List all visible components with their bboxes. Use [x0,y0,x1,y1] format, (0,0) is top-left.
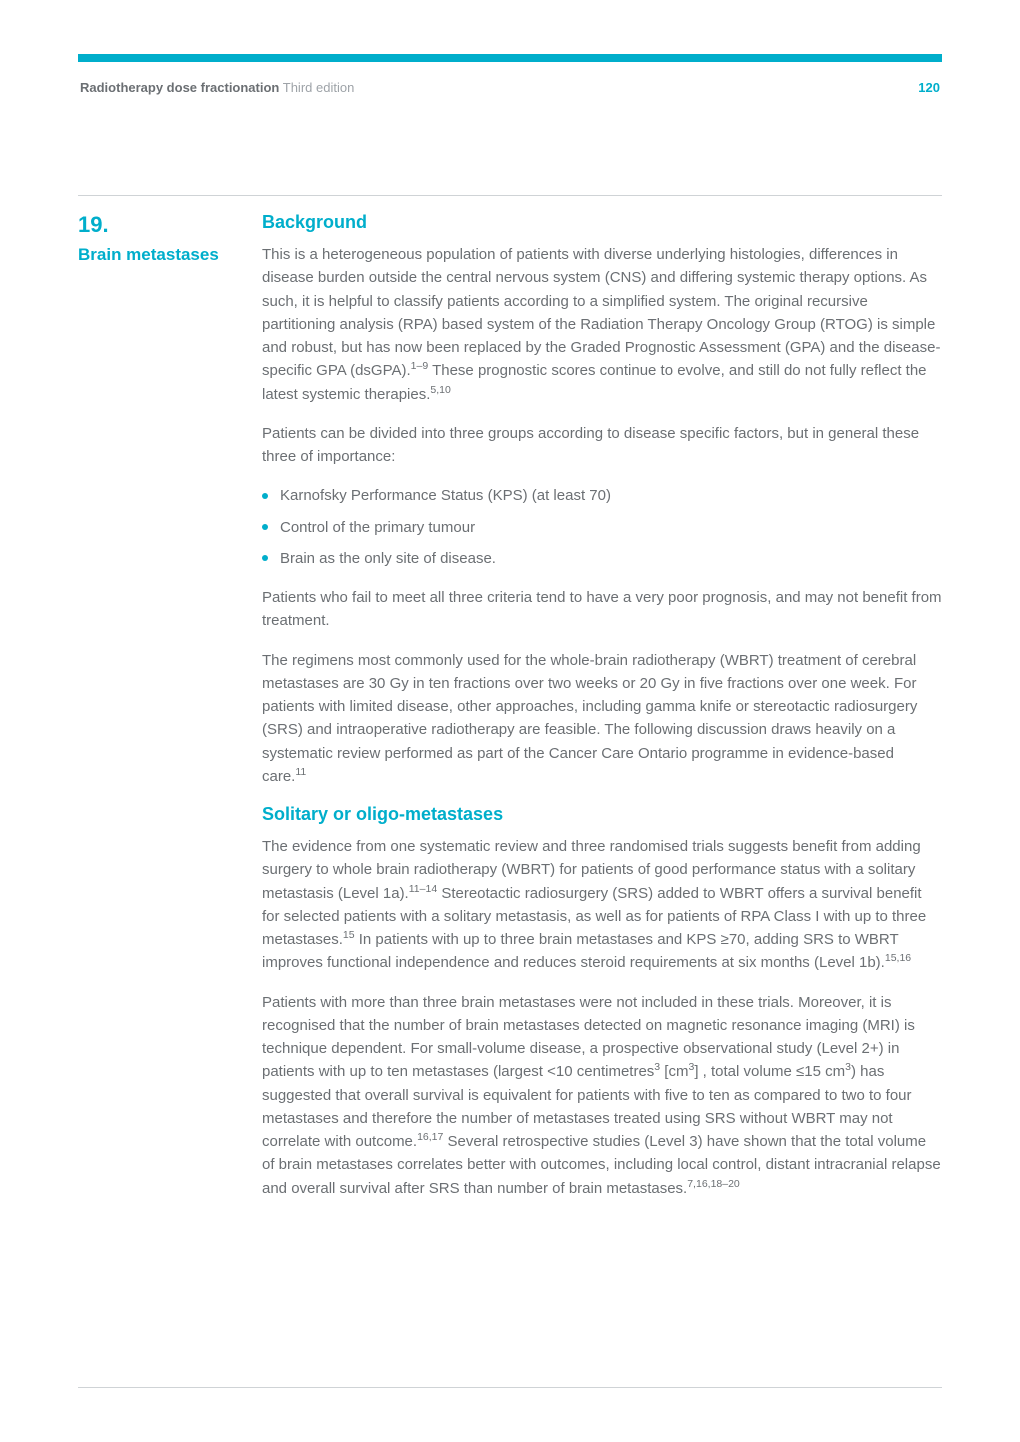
citation-sup: 1–9 [411,360,429,372]
sidebar: 19. Brain metastases [78,212,262,1216]
citation-sup: 5,10 [430,384,450,396]
text: ] , total volume ≤15 cm [694,1063,845,1080]
top-accent-bar [78,54,942,62]
background-para-1: This is a heterogeneous population of pa… [262,243,942,406]
list-item: Brain as the only site of disease. [262,547,942,570]
content-row: 19. Brain metastases Background This is … [78,212,942,1216]
background-para-4: The regimens most commonly used for the … [262,649,942,789]
citation-sup: 7,16,18–20 [687,1178,740,1190]
page-number: 120 [918,80,940,95]
list-item: Karnofsky Performance Status (KPS) (at l… [262,484,942,507]
bottom-rule [78,1387,942,1388]
solitary-para-1: The evidence from one systematic review … [262,835,942,975]
heading-background: Background [262,212,942,233]
top-rule [78,195,942,196]
list-item: Control of the primary tumour [262,516,942,539]
text: The regimens most commonly used for the … [262,652,917,785]
section-number: 19. [78,212,244,238]
running-head: Radiotherapy dose fractionation Third ed… [78,80,942,95]
running-head-title: Radiotherapy dose fractionation Third ed… [80,80,354,95]
citation-sup: 11 [295,766,306,778]
heading-solitary: Solitary or oligo-metastases [262,804,942,825]
background-bullet-list: Karnofsky Performance Status (KPS) (at l… [262,484,942,570]
text: This is a heterogeneous population of pa… [262,246,940,379]
citation-sup: 11–14 [409,883,437,895]
citation-sup: 15 [343,929,355,941]
citation-sup: 15,16 [885,952,911,964]
citation-sup: 16,17 [417,1131,443,1143]
background-para-3: Patients who fail to meet all three crit… [262,586,942,633]
page: Radiotherapy dose fractionation Third ed… [0,0,1020,1442]
text: [cm [660,1063,688,1080]
running-head-title-light: Third edition [283,80,355,95]
running-head-title-bold: Radiotherapy dose fractionation [80,80,279,95]
solitary-para-2: Patients with more than three brain meta… [262,991,942,1200]
main-column: Background This is a heterogeneous popul… [262,212,942,1216]
text: In patients with up to three brain metas… [262,931,898,971]
section-title: Brain metastases [78,244,244,265]
background-para-2: Patients can be divided into three group… [262,422,942,469]
